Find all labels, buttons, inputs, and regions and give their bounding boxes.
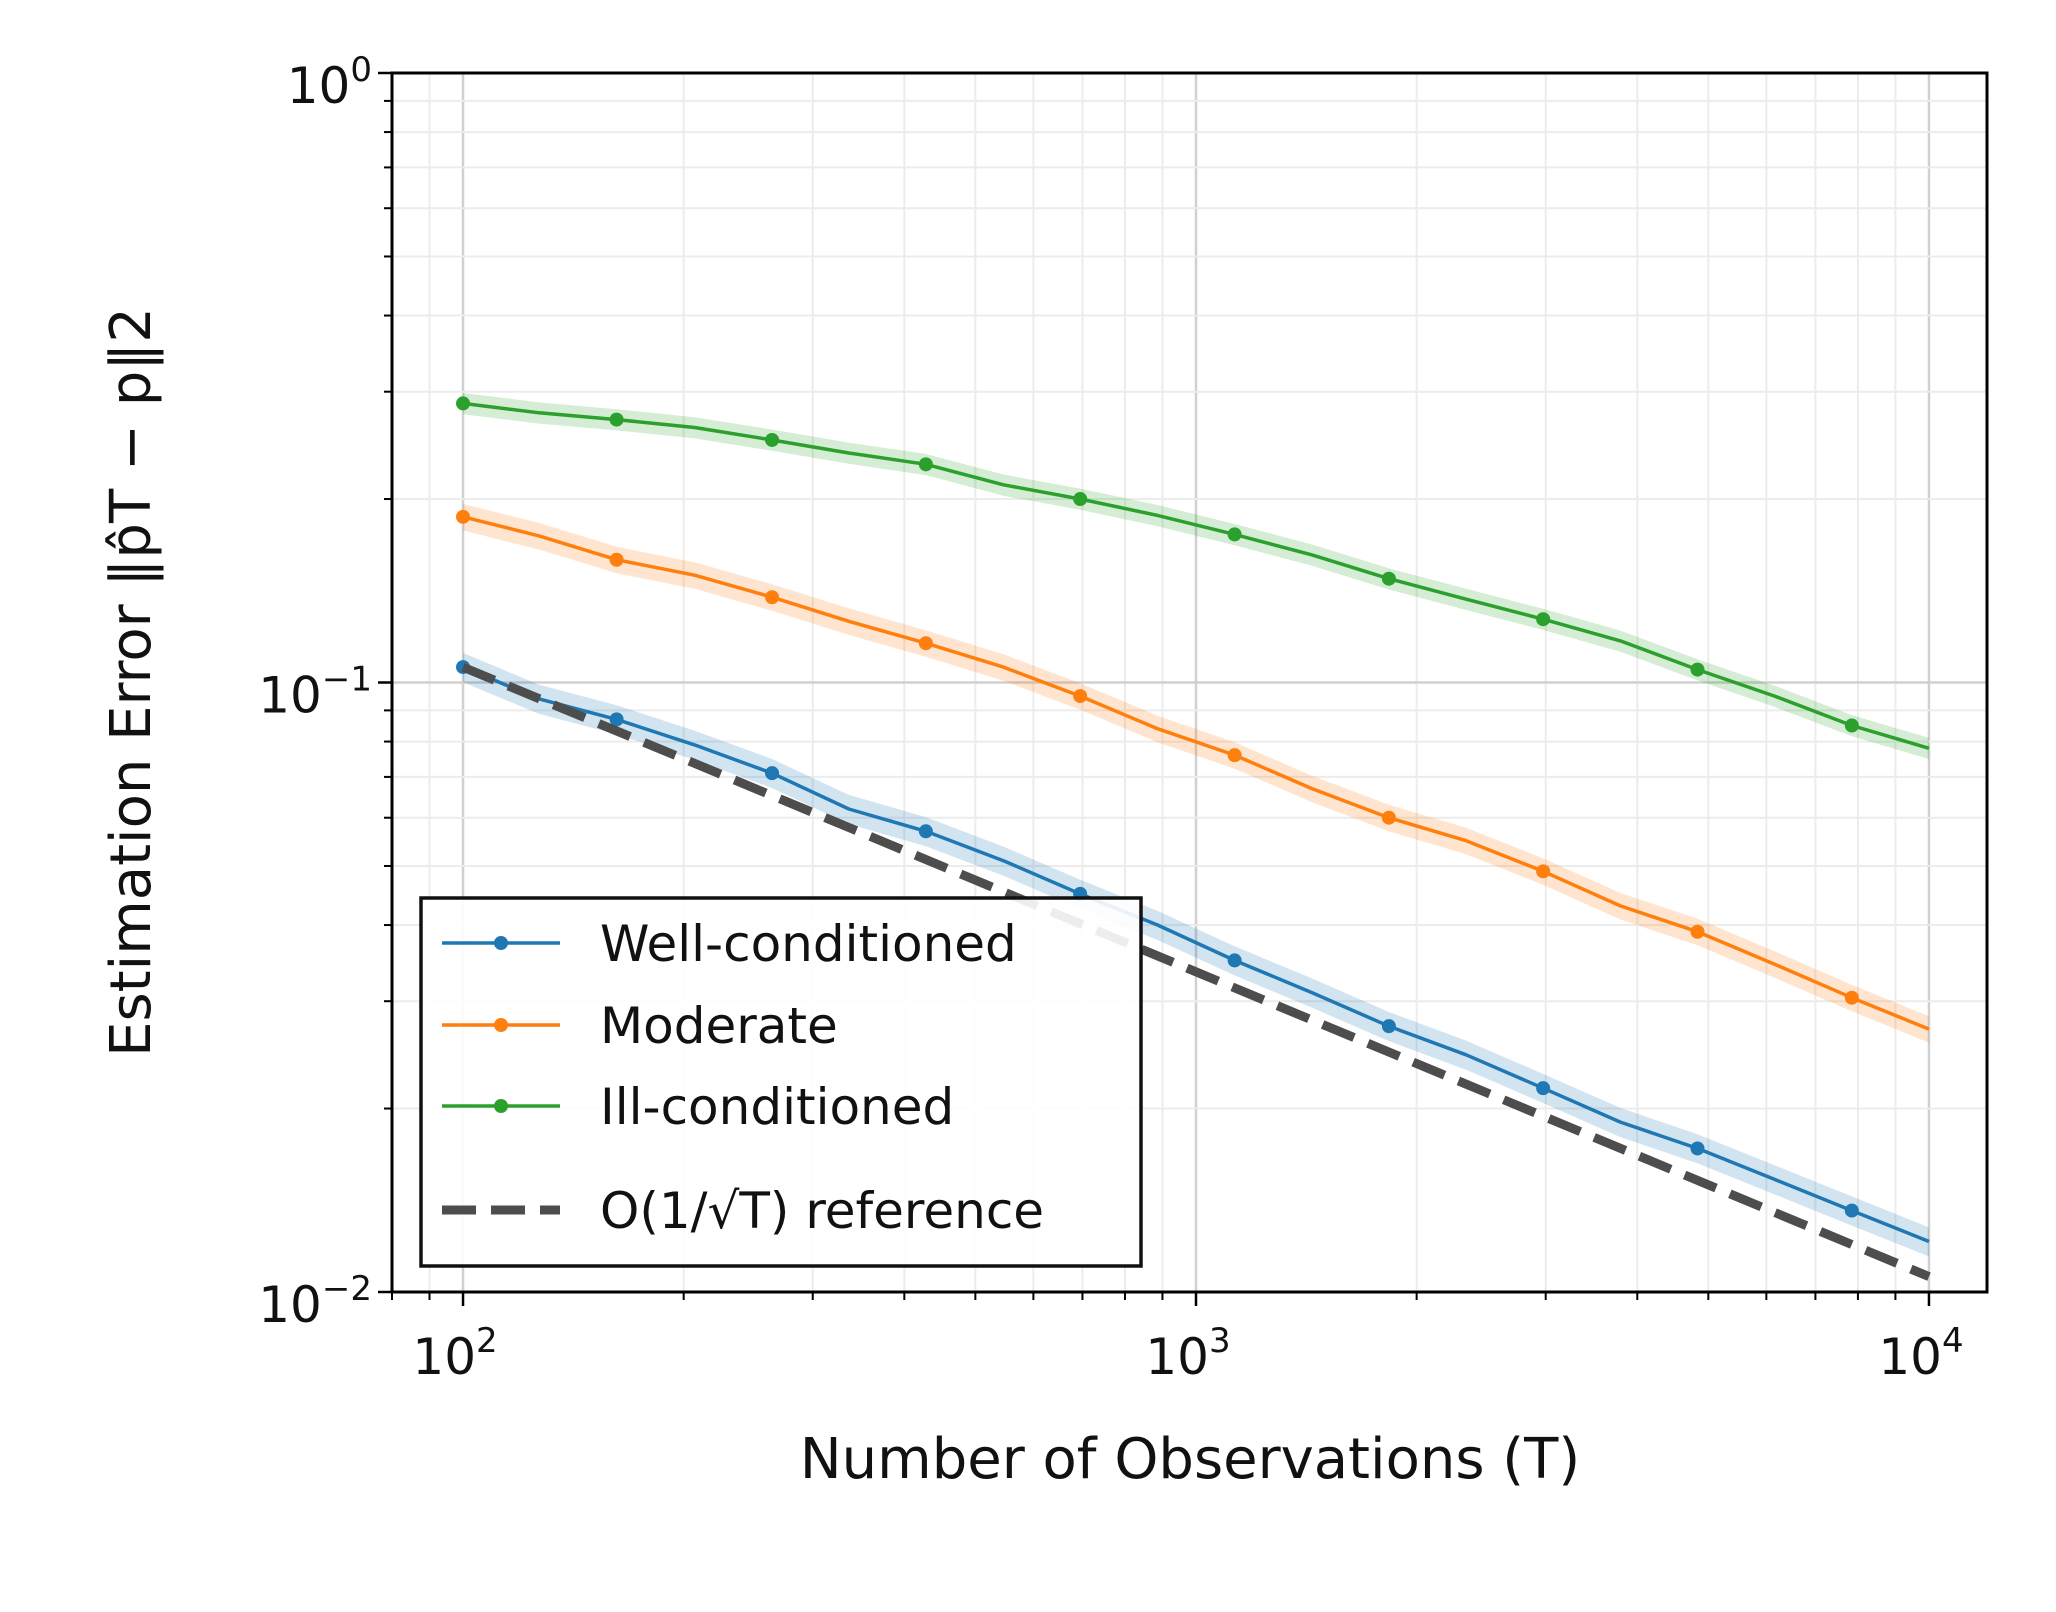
data-point — [1227, 527, 1242, 542]
data-point — [765, 432, 780, 447]
x-tick-label: 104 — [1878, 1321, 1963, 1386]
legend-marker — [494, 1018, 508, 1032]
data-point — [456, 396, 471, 411]
legend-marker — [494, 936, 508, 950]
data-point — [918, 636, 933, 651]
confidence-band — [463, 652, 1929, 1257]
data-point — [918, 457, 933, 472]
legend-label: O(1/√T) reference — [600, 1182, 1044, 1240]
y-tick-label: 100 — [287, 50, 372, 115]
grid — [392, 73, 1987, 1292]
legend-label: Ill-conditioned — [600, 1078, 954, 1136]
x-axis-label: Number of Observations (T) — [800, 1427, 1580, 1492]
data-point — [1536, 1081, 1551, 1096]
confidence-band — [463, 393, 1929, 760]
data-point — [1536, 864, 1551, 879]
reference-line — [461, 662, 1931, 1281]
data-point — [918, 824, 933, 839]
data-point — [1073, 689, 1088, 704]
data-point — [609, 552, 624, 567]
data-point — [1844, 1203, 1859, 1218]
data-point — [1227, 953, 1242, 968]
legend-frame — [419, 896, 1143, 1268]
series-line — [462, 401, 1930, 750]
y-tick-label: 10−2 — [258, 1269, 372, 1334]
series-lines — [456, 396, 1931, 1281]
legend-marker — [494, 1099, 508, 1113]
data-point — [456, 509, 471, 524]
y-tick-label: 10−1 — [258, 660, 372, 725]
legend: Well-conditioned Moderate Ill-conditioned O… — [419, 896, 1143, 1268]
data-point — [1536, 612, 1551, 627]
axis-ticks: 102 103 104 10−2 10−1 100 — [258, 50, 1963, 1386]
data-point — [1690, 924, 1705, 939]
data-point — [609, 712, 624, 727]
data-point — [1381, 1019, 1396, 1034]
x-tick-label: 102 — [412, 1321, 497, 1386]
data-point — [1690, 1141, 1705, 1156]
data-point — [1844, 990, 1859, 1005]
series-line — [462, 515, 1930, 1031]
series-line — [462, 665, 1930, 1244]
legend-label: Moderate — [600, 997, 838, 1055]
data-point — [765, 590, 780, 605]
data-point — [1381, 571, 1396, 586]
data-point — [609, 412, 624, 427]
x-tick-label: 103 — [1145, 1321, 1230, 1386]
data-point — [1844, 718, 1859, 733]
data-point — [1690, 662, 1705, 677]
data-point — [1227, 748, 1242, 763]
data-point — [1073, 492, 1088, 507]
data-point — [765, 766, 780, 781]
y-axis-label: Estimation Error ‖p̂T − p‖2 — [99, 307, 164, 1057]
data-point — [1381, 810, 1396, 825]
legend-label: Well-conditioned — [600, 915, 1017, 973]
